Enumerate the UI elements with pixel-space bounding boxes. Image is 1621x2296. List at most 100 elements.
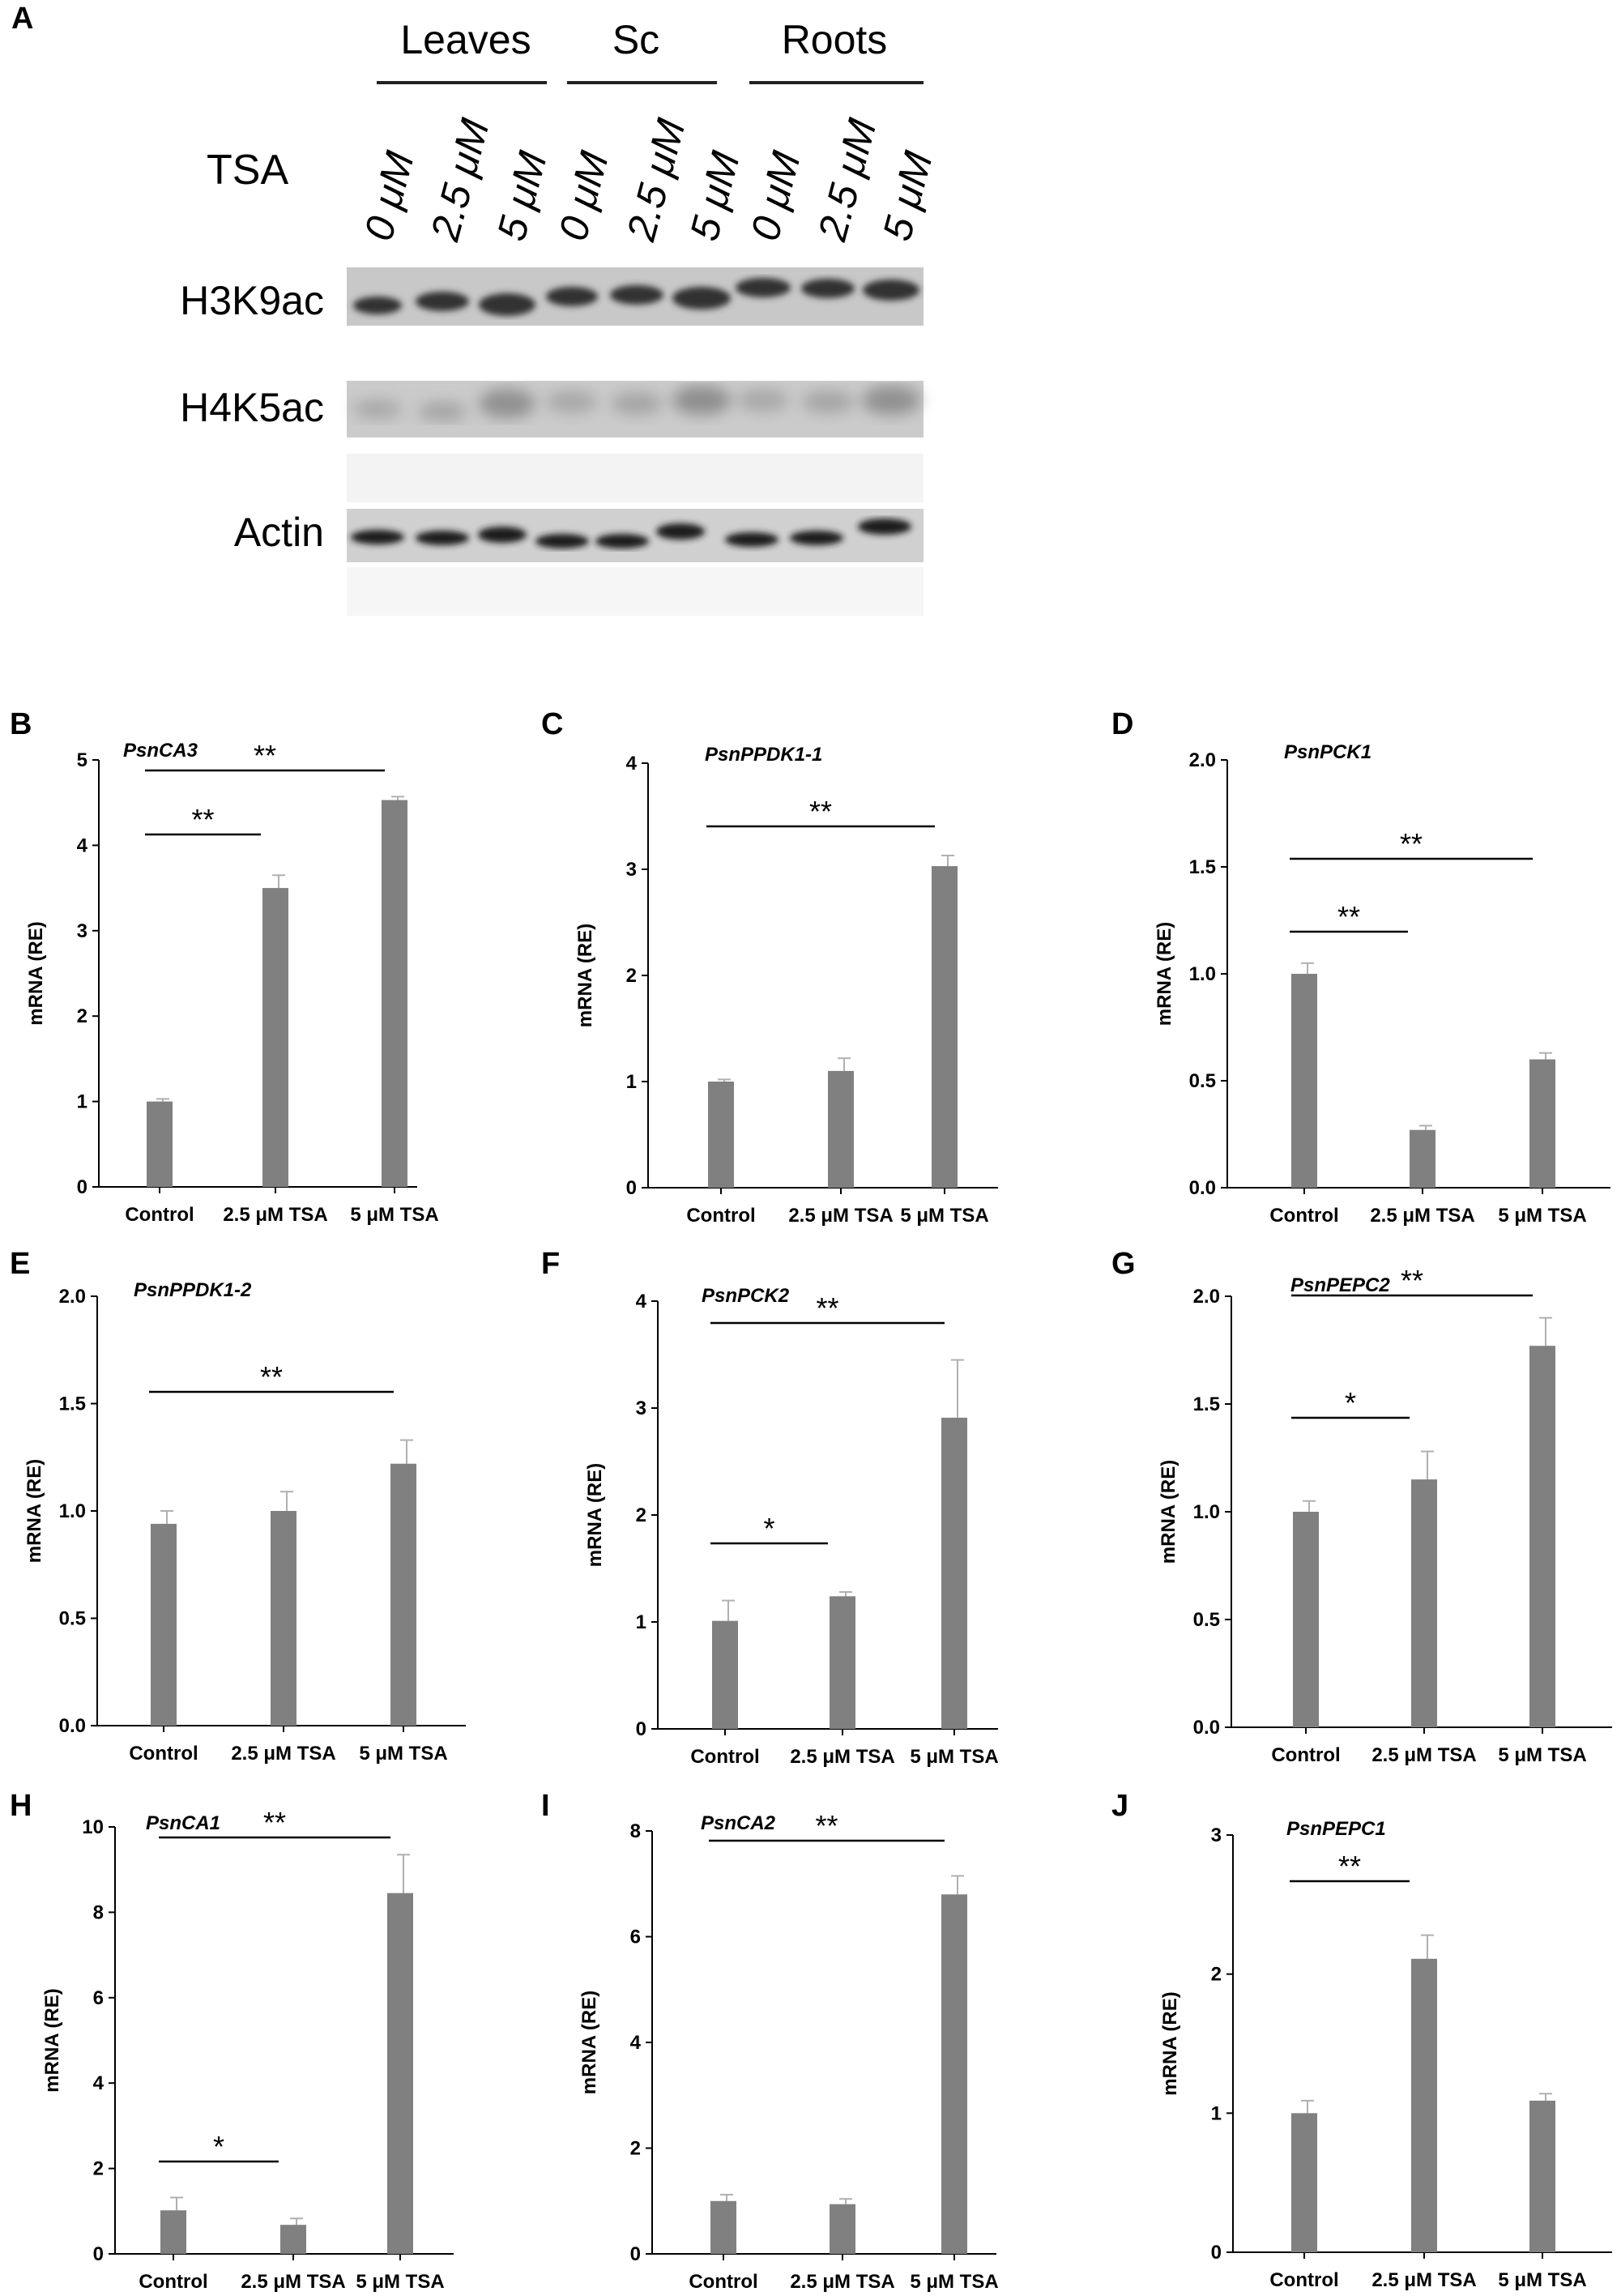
bar-2 <box>941 1894 967 2254</box>
y-tick-label: 0 <box>77 1176 87 1198</box>
panel-letter-a: A <box>11 2 34 36</box>
y-tick-label: 10 <box>82 1816 104 1838</box>
y-tick-label: 0.5 <box>1193 1609 1220 1631</box>
blot-gap <box>347 454 924 502</box>
y-axis-label: mRNA (RE) <box>1158 1460 1179 1564</box>
y-tick-label: 1 <box>1211 2102 1222 2124</box>
bar-2 <box>1529 1059 1555 1188</box>
y-tick-label: 0 <box>626 1177 637 1199</box>
category-label: 2.5 μM TSA <box>788 1205 893 1227</box>
category-label: 2.5 μM TSA <box>1371 2269 1476 2291</box>
y-tick-label: 8 <box>630 1820 641 1842</box>
bar-1 <box>280 2225 306 2254</box>
category-label: 5 μM TSA <box>1498 1744 1586 1766</box>
chart-title: PsnPCK2 <box>702 1285 790 1307</box>
y-tick-label: 0.0 <box>1193 1717 1220 1739</box>
y-tick-label: 2.0 <box>1193 1286 1220 1308</box>
blot-bands-h3k9ac <box>353 278 919 316</box>
significance-label: ** <box>260 1360 283 1393</box>
group-label-leaves: Leaves <box>400 17 531 62</box>
blot-bands-actin <box>351 519 911 548</box>
chart-panel-h: H PsnCA1 0 2 4 6 8 10 mRNA (RE) Control 2.5 μM TSA… <box>10 1789 454 2293</box>
chart-panel-e: E PsnPPDK1-2 0.0 0.5 1.0 1.5 2.0 mRNA (RE) Contr… <box>10 1247 466 1765</box>
y-tick-label: 1.5 <box>1189 856 1216 878</box>
y-tick-label: 3 <box>636 1398 646 1419</box>
significance-label: ** <box>1337 900 1360 933</box>
y-axis-label: mRNA (RE) <box>574 924 596 1027</box>
category-label: 2.5 μM TSA <box>790 2271 894 2293</box>
y-axis-label: mRNA (RE) <box>23 1459 45 1563</box>
bar-2 <box>390 1463 416 1726</box>
significance-label: ** <box>263 1806 286 1839</box>
category-label: Control <box>125 1204 194 1226</box>
y-tick-label: 6 <box>93 1987 104 2009</box>
chart-title: PsnCA2 <box>701 1812 776 1834</box>
y-tick-label: 0 <box>1211 2242 1222 2264</box>
chart-title: PsnPEPC1 <box>1286 1818 1386 1840</box>
category-label: 2.5 μM TSA <box>231 1743 335 1765</box>
significance-label: * <box>1345 1386 1356 1419</box>
bar-1 <box>830 1596 855 1729</box>
panel-letter-j: J <box>1111 1789 1128 1823</box>
y-tick-label: 3 <box>626 859 637 881</box>
bar-0 <box>710 2200 736 2254</box>
bar-0 <box>708 1082 734 1188</box>
y-tick-label: 5 <box>77 749 87 771</box>
bar-0 <box>1291 2113 1317 2252</box>
significance-label: * <box>213 2130 224 2163</box>
bar-0 <box>712 1620 738 1729</box>
significance-label: ** <box>191 803 214 836</box>
bar-1 <box>830 2204 855 2254</box>
chart-panel-i: I PsnCA2 0 2 4 6 8 mRNA (RE) Control 2.5 μM TSA 5 … <box>541 1789 999 2293</box>
bar-0 <box>151 1523 177 1726</box>
bar-1 <box>271 1511 296 1726</box>
category-label: 5 μM TSA <box>910 1746 998 1768</box>
y-tick-label: 0.0 <box>1189 1177 1216 1199</box>
category-label: 2.5 μM TSA <box>790 1746 894 1768</box>
y-axis-label: mRNA (RE) <box>41 1988 63 2092</box>
y-axis-label: mRNA (RE) <box>1159 1991 1181 2095</box>
category-label: Control <box>689 2271 757 2293</box>
y-tick-label: 2.0 <box>1189 749 1216 771</box>
blot-bottom <box>347 567 924 616</box>
category-label: Control <box>686 1205 755 1227</box>
category-label: 5 μM TSA <box>356 2271 444 2293</box>
panel-letter-d: D <box>1111 707 1133 741</box>
significance-label: ** <box>816 1291 838 1325</box>
bar-2 <box>1529 1346 1555 1727</box>
y-tick-label: 1 <box>636 1611 646 1633</box>
y-tick-label: 2 <box>93 2158 104 2180</box>
chart-title: PsnCA3 <box>123 740 198 762</box>
group-label-sc: Sc <box>612 17 660 62</box>
bar-1 <box>1410 1129 1435 1188</box>
y-tick-label: 4 <box>77 834 88 856</box>
blot-bands-h4k5ac <box>353 386 920 421</box>
y-tick-label: 3 <box>77 920 87 942</box>
chart-title: PsnPEPC2 <box>1290 1274 1390 1296</box>
category-label: 5 μM TSA <box>359 1743 447 1765</box>
bar-2 <box>382 800 407 1187</box>
significance-label: ** <box>809 795 832 828</box>
significance-label: ** <box>1338 1850 1361 1883</box>
y-tick-label: 4 <box>93 2072 105 2094</box>
category-label: Control <box>1269 2269 1338 2291</box>
significance-label: ** <box>254 739 276 772</box>
panel-letter-g: G <box>1111 1247 1136 1281</box>
y-tick-label: 2.0 <box>59 1286 86 1308</box>
category-label: 2.5 μM TSA <box>1370 1205 1474 1227</box>
bar-2 <box>932 866 958 1188</box>
panel-letter-c: C <box>541 707 563 741</box>
y-tick-label: 0.5 <box>59 1608 86 1630</box>
category-label: 5 μM TSA <box>900 1205 988 1227</box>
y-tick-label: 1.5 <box>59 1393 86 1415</box>
panel-letter-h: H <box>10 1789 32 1823</box>
panel-letter-e: E <box>10 1247 30 1281</box>
y-tick-label: 1.0 <box>59 1500 86 1522</box>
treatment-label: TSA <box>207 147 289 194</box>
bar-1 <box>1411 1958 1437 2252</box>
y-tick-label: 1.0 <box>1193 1501 1220 1523</box>
bar-0 <box>147 1101 173 1187</box>
y-axis-label: mRNA (RE) <box>578 1991 600 2094</box>
